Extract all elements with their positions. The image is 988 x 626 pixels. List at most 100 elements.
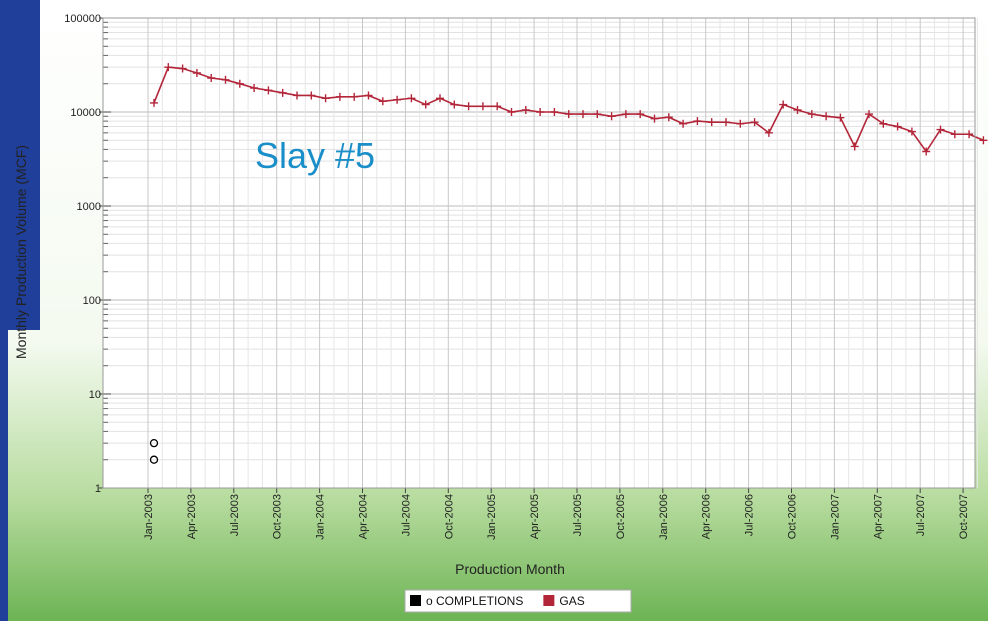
gas-marker (807, 110, 816, 119)
gas-marker (278, 88, 287, 97)
gas-marker (178, 64, 187, 73)
legend-label: GAS (559, 594, 584, 608)
y-tick-label: 10000 (70, 107, 101, 119)
legend-box (404, 589, 632, 613)
gas-marker (507, 108, 516, 116)
gas-marker (693, 117, 702, 126)
x-tick-label: Jan-2005 (486, 494, 498, 540)
y-tick-label: 10 (89, 389, 101, 401)
x-tick-label: Jan-2006 (658, 494, 670, 540)
gas-marker (822, 112, 831, 121)
gas-marker (150, 98, 158, 107)
annotation: Slay #5 (255, 135, 375, 176)
gas-marker (664, 113, 673, 122)
gas-marker (607, 112, 616, 121)
y-axis-label: Monthly Production Volume (MCF) (13, 145, 29, 359)
gas-marker (421, 100, 430, 109)
gas-marker (536, 108, 545, 116)
gas-marker (564, 110, 573, 119)
legend: o COMPLETIONS GAS (410, 594, 585, 608)
marks (149, 63, 988, 464)
completion-marker (149, 455, 159, 464)
gas-marker (207, 73, 216, 82)
x-tick-label: Apr-2006 (701, 494, 713, 539)
x-tick-label: Jul-2003 (229, 494, 241, 536)
plot-border (102, 17, 976, 489)
gas-marker (736, 119, 745, 128)
gas-marker (464, 102, 473, 111)
gas-marker (593, 110, 602, 119)
x-axis-label: Production Month (455, 561, 565, 577)
x-tick-label: Oct-2007 (958, 494, 970, 539)
gas-marker (579, 110, 587, 119)
legend-label: o COMPLETIONS (426, 594, 523, 608)
x-tick-label: Jul-2007 (915, 494, 927, 536)
gas-marker (521, 106, 530, 115)
x-tick-label: Jul-2004 (400, 494, 412, 536)
gas-marker (850, 142, 859, 151)
x-tick-label: Oct-2006 (787, 494, 799, 539)
gas-marker (707, 118, 716, 127)
y-tick-label: 1 (95, 483, 101, 495)
gas-marker (493, 102, 502, 111)
legend-swatch (543, 595, 555, 606)
gas-marker (250, 84, 259, 93)
gas-marker (879, 119, 888, 128)
gas-marker (364, 91, 373, 100)
gas-marker (750, 118, 759, 127)
x-tick-label: Jul-2005 (572, 494, 584, 536)
gas-marker (907, 127, 916, 136)
gas-marker (936, 125, 945, 134)
gas-marker (393, 95, 402, 104)
x-tick-label: Apr-2005 (529, 494, 541, 539)
gas-marker (350, 92, 359, 101)
gas-marker (621, 110, 630, 119)
x-tick-label: Jul-2006 (744, 494, 756, 536)
gas-marker (650, 114, 659, 123)
x-tick-label: Oct-2003 (272, 494, 284, 539)
gas-marker (478, 102, 487, 111)
gas-marker (950, 130, 959, 139)
gas-marker (922, 147, 931, 156)
gas-marker (264, 86, 273, 95)
x-tick-label: Oct-2005 (615, 494, 627, 539)
gas-marker (321, 94, 330, 103)
gas-marker (893, 122, 902, 131)
gas-marker (722, 118, 730, 127)
gas-marker (836, 113, 845, 122)
x-tick-label: Jan-2007 (829, 494, 841, 540)
gas-marker (965, 130, 974, 139)
gas-marker (450, 100, 459, 109)
top-left-frame (0, 0, 40, 330)
x-tick-label: Jan-2004 (315, 494, 327, 540)
y-tick-label: 1000 (77, 201, 101, 213)
gas-marker (679, 119, 688, 128)
gas-marker (192, 68, 201, 77)
x-tick-label: Apr-2004 (358, 494, 370, 539)
gas-marker (307, 91, 316, 100)
gas-marker (865, 110, 873, 119)
x-tick-label: Jan-2003 (143, 494, 155, 540)
gas-marker (636, 110, 645, 119)
x-tick-label: Apr-2003 (186, 494, 198, 539)
gas-marker (335, 92, 344, 101)
gas-marker (764, 128, 773, 137)
gas-marker (779, 100, 788, 109)
gas-marker (235, 79, 244, 88)
gas-marker (436, 94, 444, 103)
x-tick-label: Oct-2004 (443, 494, 455, 539)
y-tick-label: 100000 (64, 13, 101, 25)
gas-marker (550, 108, 559, 116)
legend-swatch (410, 595, 421, 606)
gas-marker (407, 94, 416, 103)
gas-marker (979, 136, 988, 145)
gas-marker (293, 91, 301, 100)
gas-marker (164, 63, 173, 72)
y-tick-label: 100 (83, 295, 101, 307)
completion-marker (149, 439, 159, 448)
gas-marker (221, 75, 230, 84)
x-tick-label: Apr-2007 (872, 494, 884, 539)
gas-marker (378, 97, 387, 106)
